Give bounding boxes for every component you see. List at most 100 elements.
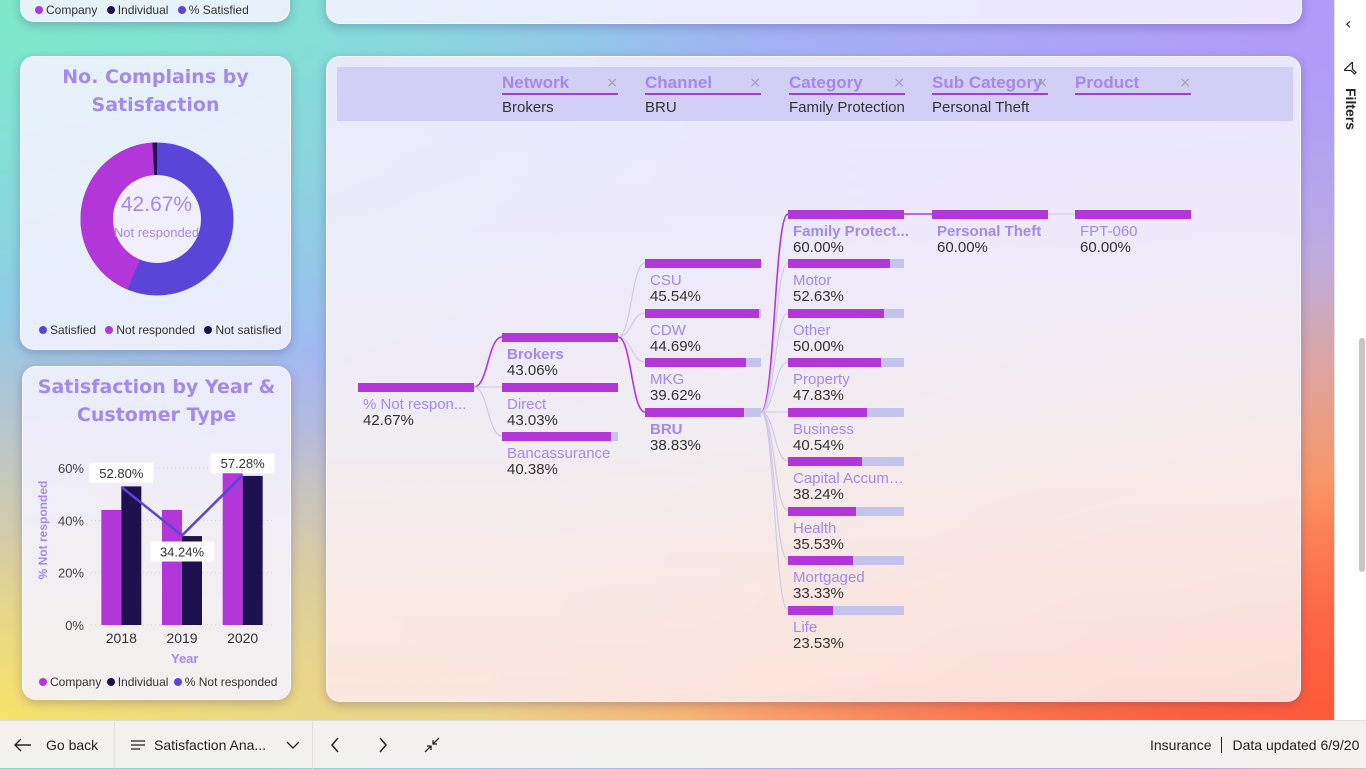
- tree-node-network[interactable]: Bancassurance 40.38%: [502, 432, 618, 478]
- svg-text:52.80%: 52.80%: [99, 466, 144, 481]
- close-icon[interactable]: ×: [893, 75, 905, 91]
- donut-center-value: 42.67%: [120, 193, 193, 216]
- legend-dot-icon: [177, 6, 186, 14]
- node-bar: [502, 383, 618, 392]
- tree-node-category[interactable]: Health 35.53%: [788, 507, 904, 553]
- node-value: 40.54%: [793, 437, 844, 454]
- tree-node-root[interactable]: % Not respon... 42.67%: [358, 383, 474, 429]
- filters-label[interactable]: Filters: [1343, 88, 1359, 131]
- node-value: 39.62%: [650, 387, 701, 404]
- chevron-left-icon[interactable]: ‹: [1345, 14, 1352, 33]
- workspace-name: Insurance: [1150, 737, 1212, 753]
- node-label: Bancassurance: [507, 445, 611, 462]
- node-value: 44.69%: [650, 338, 701, 355]
- node-bar: [788, 210, 904, 219]
- legend-item-not-responded: Not responded: [105, 323, 195, 337]
- header-category[interactable]: Category × Family Protection: [789, 73, 905, 116]
- top-left-card: Company Individual % Satisfied: [20, 0, 290, 22]
- y-tick-label: 20%: [58, 566, 84, 581]
- svg-text:34.24%: 34.24%: [160, 544, 205, 559]
- bar-ylabel: % Not responded: [36, 480, 50, 580]
- donut-card[interactable]: No. Complains by Satisfaction 42.67% Not…: [20, 56, 291, 350]
- tree-connector: [760, 312, 789, 413]
- legend-item-individual: Individual: [106, 3, 168, 17]
- close-icon[interactable]: ×: [1179, 75, 1191, 91]
- y-tick-label: 0%: [65, 618, 84, 633]
- node-value: 35.53%: [793, 536, 844, 553]
- tree-node-channel[interactable]: MKG 39.62%: [645, 358, 761, 404]
- tree-node-category[interactable]: Family Protect... 60.00%: [788, 210, 909, 256]
- donut-slice-not-satisfied[interactable]: [80, 142, 234, 296]
- node-bar: [788, 457, 904, 466]
- node-bar: [788, 606, 904, 615]
- node-label: Life: [793, 619, 818, 636]
- tree-node-subcategory[interactable]: Personal Theft 60.00%: [932, 210, 1048, 256]
- node-bar-fill: [502, 432, 612, 441]
- bar-company-2019[interactable]: [162, 509, 182, 625]
- decomposition-tree-card[interactable]: Network × Brokers Channel × BRU Category…: [326, 56, 1301, 702]
- next-page-button[interactable]: [378, 721, 388, 769]
- tree-node-category[interactable]: Property 47.83%: [788, 358, 904, 404]
- tree-node-category[interactable]: Other 50.00%: [788, 309, 904, 355]
- node-bar: [645, 309, 761, 318]
- tree-node-category[interactable]: Mortgaged 33.33%: [788, 556, 904, 602]
- tree-node-channel[interactable]: CDW 44.69%: [645, 309, 761, 355]
- legend-item-not-satisfied: Not satisfied: [204, 323, 281, 337]
- node-bar: [645, 408, 761, 417]
- tree-node-category[interactable]: Business 40.54%: [788, 408, 904, 454]
- tree-node-channel[interactable]: CSU 45.54%: [645, 259, 761, 305]
- tree-connector: [617, 336, 646, 413]
- legend-item-company: Company: [39, 675, 101, 689]
- tree-node-category[interactable]: Life 23.53%: [788, 606, 904, 652]
- node-bar-fill: [788, 556, 853, 565]
- tree-node-channel[interactable]: BRU 38.83%: [645, 408, 761, 454]
- legend-dot-icon: [105, 326, 114, 334]
- header-network[interactable]: Network × Brokers: [502, 73, 618, 116]
- donut-chart[interactable]: [21, 57, 292, 351]
- y-tick-label: 40%: [58, 513, 84, 528]
- node-value: 60.00%: [793, 239, 844, 256]
- close-icon[interactable]: ×: [606, 75, 618, 91]
- tree-node-product[interactable]: FPT-060 60.00%: [1075, 210, 1191, 256]
- node-label: Personal Theft: [937, 223, 1042, 240]
- exit-fullscreen-button[interactable]: [424, 721, 440, 769]
- tree-node-category[interactable]: Capital Accumu... 38.24%: [788, 457, 909, 503]
- scrollbar[interactable]: [1359, 338, 1365, 572]
- data-label: 57.28%: [210, 453, 275, 474]
- go-back-button[interactable]: Go back: [14, 721, 98, 769]
- node-label: Other: [793, 322, 831, 339]
- node-value: 23.53%: [793, 635, 844, 652]
- node-bar-fill: [788, 210, 904, 219]
- header-channel[interactable]: Channel × BRU: [645, 73, 761, 116]
- node-bar-fill: [645, 259, 761, 268]
- node-bar: [502, 333, 618, 342]
- filter-icon[interactable]: [1344, 62, 1358, 76]
- header-product[interactable]: Product ×: [1075, 73, 1191, 99]
- tree-node-network[interactable]: Brokers 43.06%: [502, 333, 618, 379]
- bar-individual-2020[interactable]: [242, 475, 263, 625]
- tree-connector: [760, 411, 789, 462]
- tree-node-category[interactable]: Motor 52.63%: [788, 259, 904, 305]
- node-bar-fill: [788, 457, 863, 466]
- bar-individual-2018[interactable]: [121, 486, 142, 625]
- close-icon[interactable]: ×: [1036, 75, 1048, 91]
- filters-pane[interactable]: ‹ Filters: [1334, 0, 1366, 720]
- page-selector[interactable]: Satisfaction Ana...: [130, 721, 300, 769]
- bar-chart[interactable]: 0% 20% 40% 60% 2018 2019 2020 52.80% 34.24% 57.28…: [23, 367, 292, 701]
- bar-card[interactable]: Satisfaction by Year & Customer Type 0% 2…: [22, 366, 291, 700]
- bar-company-2020[interactable]: [222, 470, 243, 625]
- donut-card-title: No. Complains by Satisfaction: [62, 66, 249, 116]
- bar-company-2018[interactable]: [101, 509, 122, 625]
- tree-connector: [473, 336, 503, 388]
- node-bar-fill: [645, 408, 744, 417]
- previous-page-button[interactable]: [330, 721, 340, 769]
- donut-slice-not-responded[interactable]: [80, 142, 234, 296]
- line-not-responded[interactable]: [120, 474, 244, 538]
- node-label: Capital Accumu...: [793, 470, 909, 487]
- tree-connector: [617, 262, 646, 338]
- data-label: 52.80%: [89, 462, 154, 483]
- header-sub-category[interactable]: Sub Category × Personal Theft: [932, 73, 1048, 116]
- close-icon[interactable]: ×: [749, 75, 761, 91]
- node-bar: [788, 408, 904, 417]
- tree-node-network[interactable]: Direct 43.03%: [502, 383, 618, 429]
